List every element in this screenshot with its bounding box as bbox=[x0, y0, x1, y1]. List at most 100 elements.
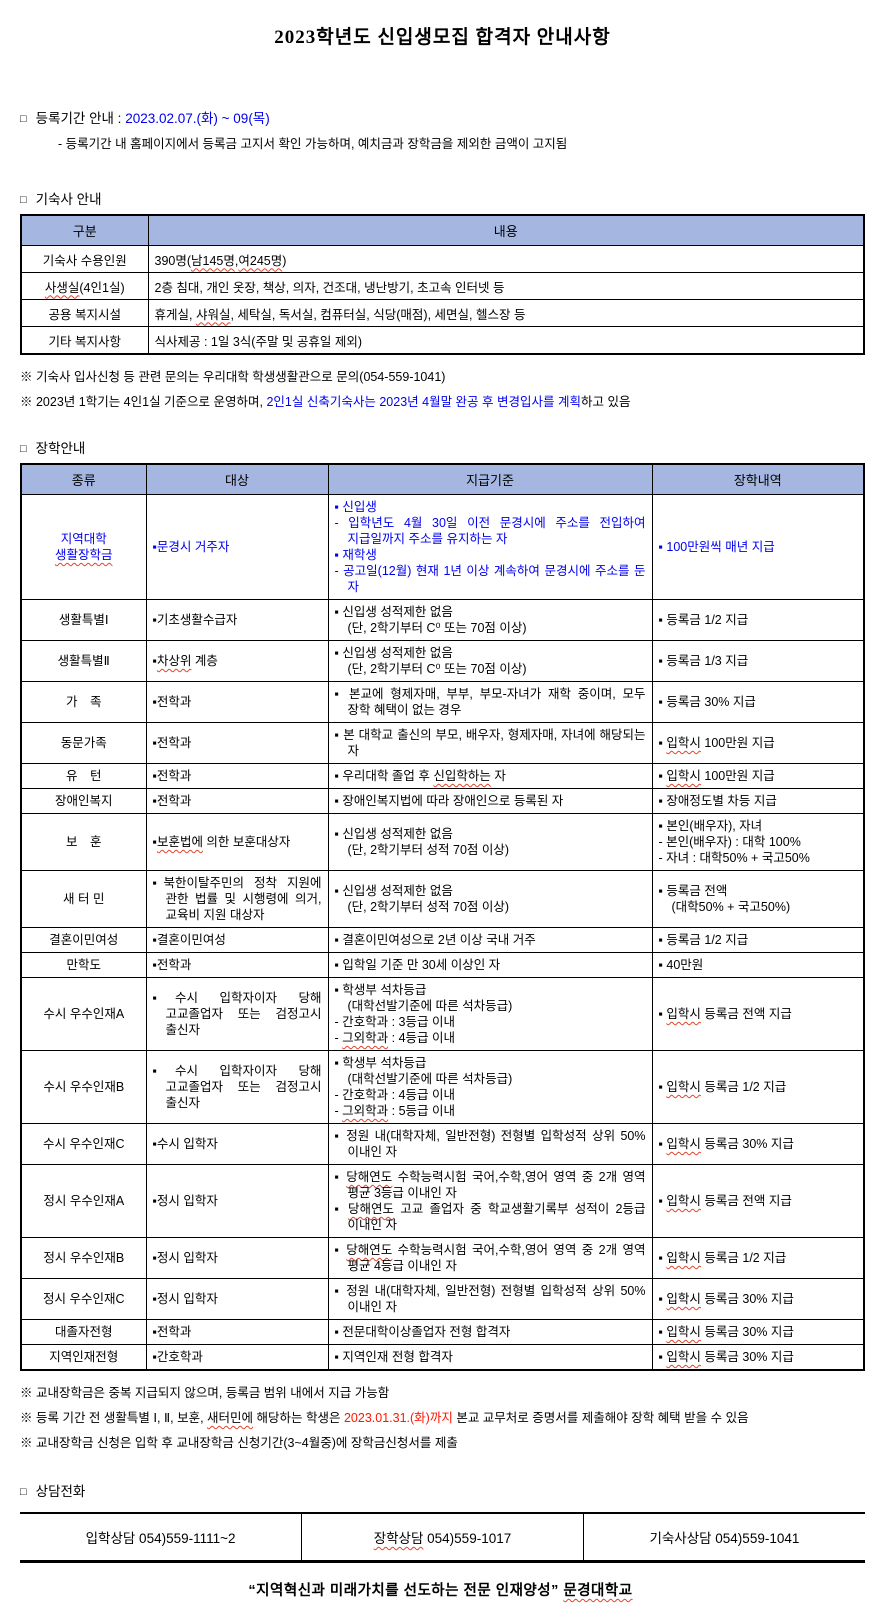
scholarship-table-row: 새 터 민 ▪북한이탈주민의 정착 지원에 관한 법률 및 시행령에 의거, 교육… bbox=[20, 870, 865, 928]
scholarship-kind-cell: 유 턴 bbox=[20, 763, 147, 789]
dorm-table-row: 기숙사 수용인원 390명(남145명,여245명) bbox=[20, 245, 865, 273]
scholarship-target-cell: ▪정시 입학자 bbox=[145, 1164, 329, 1238]
cell-line: ▪ 본교에 형제자매, 부부, 부모-자녀가 재학 중이며, 모두 장학 혜택이… bbox=[334, 687, 646, 717]
page-title: 2023학년도 신입생모집 합격자 안내사항 bbox=[274, 27, 611, 48]
phone-heading: □ 상담전화 bbox=[20, 1480, 865, 1500]
dorm-row-label: 사생실(4인1실) bbox=[20, 272, 149, 300]
cell-line: 수시 우수인재A bbox=[43, 1007, 125, 1021]
phone-cell: 기숙사상담 054)559-1041 bbox=[582, 1513, 865, 1562]
scholarship-table-row: 생활특별Ⅱ ▪차상위 계층 ▪ 신입생 성적제한 없음 (단, 2학기부터 C⁰ 또는… bbox=[20, 640, 865, 682]
cell-line: - 간호학과 : 4등급 이내 bbox=[334, 1088, 455, 1102]
cell-line: ▪보훈법에 의한 보훈대상자 bbox=[152, 835, 291, 849]
scholarship-criteria-cell: ▪ 당해연도 수학능력시험 국어,수학,영어 영역 중 2개 영역 평균 3등급… bbox=[327, 1164, 653, 1238]
cell-line: ▪ 신입생 성적제한 없음 bbox=[334, 884, 453, 898]
cell-line: ▪ 입학시 등록금 30% 지급 bbox=[658, 1350, 794, 1364]
spellcheck-underline: 문경대학교 bbox=[563, 1583, 633, 1599]
cell-line: 수시 우수인재C bbox=[42, 1137, 125, 1151]
scholarship-criteria-cell: ▪ 신입생 성적제한 없음 (단, 2학기부터 성적 70점 이상) bbox=[327, 813, 653, 871]
text-segment: 본교 교무처로 증명서를 제출해야 장학 혜택 받을 수 있음 bbox=[452, 1411, 749, 1425]
square-bullet-icon: □ bbox=[20, 1486, 27, 1498]
scholarship-column-header: 장학내역 bbox=[651, 463, 865, 495]
cell-line: ▪ 본인(배우자), 자녀 bbox=[658, 819, 763, 833]
cell-line: ▪ 전문대학이상졸업자 전형 합격자 bbox=[334, 1325, 511, 1339]
scholarship-kind-cell: 정시 우수인재B bbox=[20, 1237, 147, 1279]
cell-line: ▪ 입학시 등록금 30% 지급 bbox=[658, 1325, 794, 1339]
spellcheck-underline: 입학시 bbox=[666, 769, 701, 783]
cell-line: 새 터 민 bbox=[63, 892, 105, 906]
scholarship-target-cell: ▪정시 입학자 bbox=[145, 1237, 329, 1279]
scholarship-criteria-cell: ▪ 입학일 기준 만 30세 이상인 자 bbox=[327, 952, 653, 978]
scholarship-kind-cell: 대졸자전형 bbox=[20, 1319, 147, 1345]
scholarship-kind-cell: 수시 우수인재A bbox=[20, 977, 147, 1051]
dorm-row-value: 390명(남145명,여245명) bbox=[147, 245, 865, 273]
cell-line: ▪ 등록금 전액 bbox=[658, 884, 728, 898]
scholarship-criteria-cell: ▪ 신입생 성적제한 없음 (단, 2학기부터 C⁰ 또는 70점 이상) bbox=[327, 640, 653, 682]
cell-line: ▪정시 입학자 bbox=[152, 1292, 218, 1306]
cell-line: ▪ 등록금 30% 지급 bbox=[658, 695, 756, 709]
scholarship-target-cell: ▪전학과 bbox=[145, 722, 329, 764]
cell-line: 보 훈 bbox=[65, 835, 102, 849]
scholarship-table-row: 만학도 ▪전학과 ▪ 입학일 기준 만 30세 이상인 자 ▪ 40만원 bbox=[20, 952, 865, 978]
cell-line: ▪ 우리대학 졸업 후 신입학하는 자 bbox=[334, 769, 506, 783]
scholarship-benefit-cell: ▪ 등록금 1/2 지급 bbox=[651, 599, 865, 641]
cell-line: ▪ 결혼이민여성으로 2년 이상 국내 거주 bbox=[334, 933, 536, 947]
text-segment: 2인1실 신축기숙사는 2023년 4월말 완공 후 변경입사를 계획 bbox=[266, 395, 581, 409]
cell-line: - 본인(배우자) : 대학 100% bbox=[658, 835, 801, 849]
scholarship-note: ※ 등록 기간 전 생활특별 Ⅰ, Ⅱ, 보훈, 새터민에 해당하는 학생은 2… bbox=[20, 1406, 865, 1431]
cell-line: 결혼이민여성 bbox=[49, 933, 119, 947]
scholarship-note: ※ 교내장학금 신청은 입학 후 교내장학금 신청기간(3~4월중)에 장학금신… bbox=[20, 1436, 458, 1450]
scholarship-heading-label: 장학안내 bbox=[35, 441, 86, 456]
cell-line: ▪ 학생부 석차등급 bbox=[334, 983, 427, 997]
scholarship-target-cell: ▪수시 입학자 bbox=[145, 1123, 329, 1165]
cell-line: ▪ 입학시 등록금 전액 지급 bbox=[658, 1194, 792, 1208]
cell-line: 생활특별Ⅰ bbox=[58, 613, 109, 627]
cell-line: ▪ 입학시 등록금 30% 지급 bbox=[658, 1292, 794, 1306]
scholarship-benefit-cell: ▪ 입학시 등록금 전액 지급 bbox=[651, 977, 865, 1051]
scholarship-target-cell: ▪기초생활수급자 bbox=[145, 599, 329, 641]
scholarship-table-row: 정시 우수인재C ▪정시 입학자 ▪ 정원 내(대학자체, 일반전형) 전형별 입학… bbox=[20, 1278, 865, 1320]
dormitory-note: ※ 2023년 1학기는 4인1실 기준으로 운영하며, 2인1실 신축기숙사는… bbox=[20, 390, 865, 415]
cell-line: - 공고일(12월) 현재 1년 이상 계속하여 문경시에 주소를 둔 자 bbox=[334, 564, 646, 594]
scholarship-column-header: 대상 bbox=[145, 463, 329, 495]
scholarship-criteria-cell: ▪ 전문대학이상졸업자 전형 합격자 bbox=[327, 1319, 653, 1345]
cell-line: ▪ 입학시 100만원 지급 bbox=[658, 736, 775, 750]
spellcheck-underline: 보훈법에 bbox=[156, 835, 203, 849]
cell-line: 만학도 bbox=[66, 958, 101, 972]
cell-line: - 자녀 : 대학50% + 국고50% bbox=[658, 851, 810, 865]
scholarship-criteria-cell: ▪ 정원 내(대학자체, 일반전형) 전형별 입학성적 상위 50% 이내인 자 bbox=[327, 1123, 653, 1165]
scholarship-table: 종류 대상 지급기준 장학내역 지역대학 생활장학금 ▪문경시 거주자 ▪ 신입생 - 입학년… bbox=[20, 463, 865, 1371]
scholarship-benefit-cell: ▪ 입학시 100만원 지급 bbox=[651, 722, 865, 764]
dorm-row-label: 기타 복지사항 bbox=[20, 326, 149, 355]
scholarship-kind-cell: 지역인재전형 bbox=[20, 1344, 147, 1371]
scholarship-target-cell: ▪전학과 bbox=[145, 952, 329, 978]
phone-cell: 입학상담 054)559-1111~2 bbox=[85, 1531, 236, 1546]
dorm-row-label: 기숙사 수용인원 bbox=[20, 245, 149, 273]
cell-line: ▪수시 입학자이자 당해 고교졸업자 또는 검정고시 출신자 bbox=[152, 1064, 322, 1110]
scholarship-criteria-cell: ▪ 장애인복지법에 따라 장애인으로 등록된 자 bbox=[327, 788, 653, 814]
scholarship-table-row: 장애인복지 ▪전학과 ▪ 장애인복지법에 따라 장애인으로 등록된 자 ▪ 장애정도별… bbox=[20, 788, 865, 814]
footer-quote: “지역혁신과 미래가치를 선도하는 전문 인재양성” 문경대학교 bbox=[248, 1583, 633, 1599]
cell-line: 동문가족 bbox=[60, 736, 107, 750]
spellcheck-underline: 입학시 bbox=[666, 1325, 701, 1339]
cell-line: ▪ 입학시 등록금 1/2 지급 bbox=[658, 1251, 787, 1265]
scholarship-benefit-cell: ▪ 입학시 100만원 지급 bbox=[651, 763, 865, 789]
section-scholarship: □ 장학안내 종류 대상 지급기준 장학내역 지역대학 생활장학금 ▪문경시 거주자 ▪ 신입… bbox=[20, 437, 865, 1456]
dorm-column-header: 구분 bbox=[20, 214, 149, 246]
scholarship-criteria-cell: ▪ 본교에 형제자매, 부부, 부모-자녀가 재학 중이며, 모두 장학 혜택이… bbox=[327, 681, 653, 723]
spellcheck-underline: 그외학과 bbox=[342, 1031, 389, 1045]
scholarship-target-cell: ▪간호학과 bbox=[145, 1344, 329, 1371]
dorm-table-row: 사생실(4인1실) 2층 침대, 개인 옷장, 책상, 의자, 건조대, 냉난방기… bbox=[20, 272, 865, 300]
cell-line: ▪결혼이민여성 bbox=[152, 933, 226, 947]
scholarship-table-row: 정시 우수인재B ▪정시 입학자 ▪ 당해연도 수학능력시험 국어,수학,영어 영역… bbox=[20, 1237, 865, 1279]
cell-line: ▪ 등록금 1/2 지급 bbox=[658, 933, 749, 947]
registration-heading-label: 등록기간 안내 : bbox=[35, 111, 126, 126]
scholarship-kind-cell: 보 훈 bbox=[20, 813, 147, 871]
spellcheck-underline: 입학시 bbox=[666, 1292, 701, 1306]
scholarship-benefit-cell: ▪ 입학시 등록금 30% 지급 bbox=[651, 1123, 865, 1165]
scholarship-column-header: 종류 bbox=[20, 463, 147, 495]
scholarship-target-cell: ▪전학과 bbox=[145, 788, 329, 814]
scholarship-criteria-cell: ▪ 신입생 - 입학년도 4월 30일 이전 문경시에 주소를 전입하여 지급일까… bbox=[327, 494, 653, 600]
cell-line: ▪수시 입학자 bbox=[152, 1137, 218, 1151]
scholarship-criteria-cell: ▪ 정원 내(대학자체, 일반전형) 전형별 입학성적 상위 50% 이내인 자 bbox=[327, 1278, 653, 1320]
scholarship-kind-cell: 가 족 bbox=[20, 681, 147, 723]
